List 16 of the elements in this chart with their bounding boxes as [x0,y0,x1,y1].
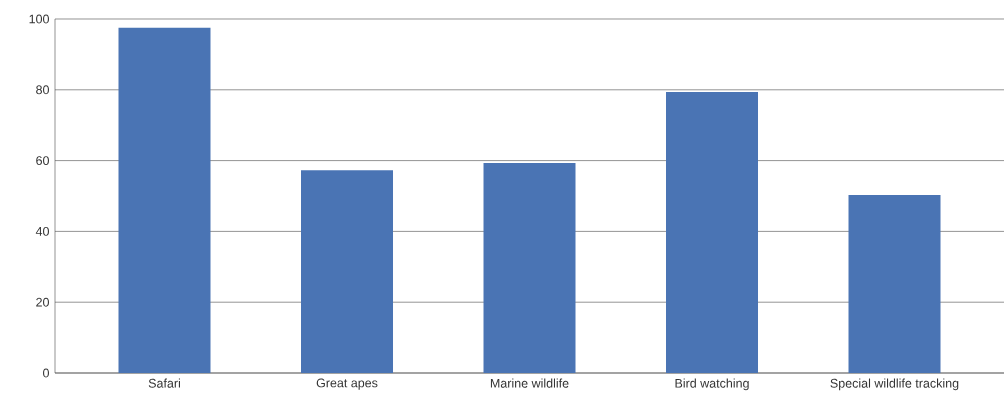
x-tick-label: Special wildlife tracking [830,378,959,391]
x-tick-label: Marine wildlife [490,378,569,388]
bar [483,163,576,373]
y-tick-label: 60 [36,156,49,166]
x-tick-label: Great apes [316,378,378,390]
y-tick-label: 100 [29,14,49,24]
y-tick-label: 0 [43,368,49,378]
bar [301,170,393,373]
bar [666,91,758,373]
bar [848,194,941,373]
bar [118,27,211,373]
x-tick-label: Safari [148,378,180,388]
y-tick-label: 80 [36,85,49,95]
y-tick-label: 20 [36,297,49,307]
x-tick-label: Bird watching [675,378,749,391]
y-tick-label: 40 [35,226,49,236]
